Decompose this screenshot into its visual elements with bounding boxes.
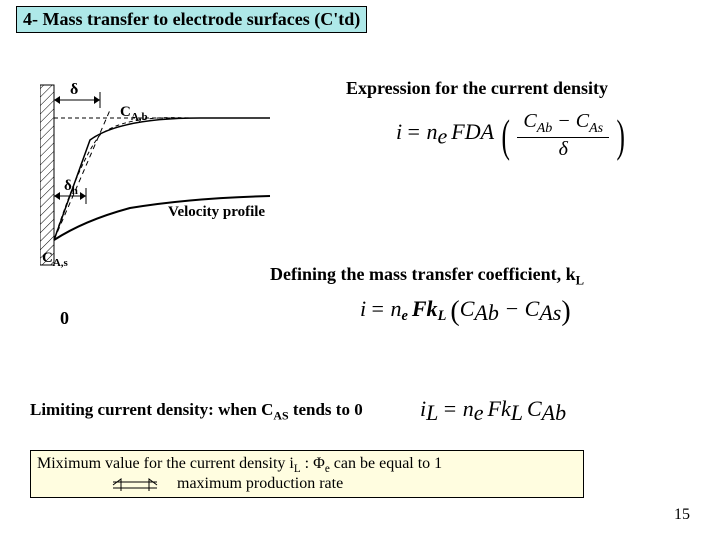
cab-sub: A,b: [131, 111, 148, 123]
limiting-tail: tends to 0: [289, 400, 363, 419]
page-number: 15: [674, 506, 690, 524]
max-l1sub: L: [294, 463, 301, 475]
eq-lhs: i: [396, 119, 402, 144]
rparen: ): [617, 113, 625, 159]
expression-heading: Expression for the current density: [346, 78, 608, 99]
mass-transfer-diagram: δ CA,b δh Velocity profile CA,s: [40, 80, 280, 290]
cab-label: C: [120, 104, 131, 120]
num-minus: − C: [552, 110, 589, 132]
eq3-pre: = n: [442, 396, 473, 421]
eq2-ina-sub: Ab: [474, 300, 498, 325]
deltah-label: δ: [64, 178, 72, 194]
equation-limiting: iL = ne FkL CAb: [420, 396, 566, 426]
lparen: (: [501, 113, 509, 159]
eq-pre: = n: [406, 119, 437, 144]
defining-text: Defining the mass transfer coefficient, …: [270, 264, 576, 284]
svg-text:CA,s: CA,s: [42, 250, 69, 269]
limiting-a: Limiting current density: when C: [30, 400, 273, 419]
equation-current-density: i = ne FDA ( CAb − CAs δ ): [396, 110, 628, 161]
eq2-pre: = n: [370, 296, 401, 321]
eq2-inb-sub: As: [539, 300, 561, 325]
eq3-mid1-sub: L: [511, 400, 523, 425]
eq2-lparen: (: [450, 298, 459, 326]
cas-sub: A,s: [53, 257, 69, 269]
eq-mid: FDA: [451, 119, 494, 144]
den: δ: [517, 138, 609, 161]
defining-heading: Defining the mass transfer coefficient, …: [270, 264, 584, 289]
eq3-pre-sub: e: [474, 400, 484, 425]
eq3-tail-sub: Ab: [542, 400, 566, 425]
eq-pre-sub: e: [437, 123, 447, 148]
eq2-rparen: ): [561, 298, 570, 326]
eq3-lhs-sub: L: [426, 400, 438, 425]
num-b-sub: As: [589, 121, 603, 136]
double-arrow-icon: [107, 478, 163, 492]
deltah-sub: h: [72, 185, 78, 197]
eq2-mid1: Fk: [412, 296, 438, 321]
svg-text:CA,b: CA,b: [120, 104, 148, 123]
num-a-sub: Ab: [537, 121, 553, 136]
max-l1b: : Φ: [301, 455, 325, 472]
max-l1a: Miximum value for the current density i: [37, 455, 294, 472]
eq2-mid1-sub: L: [438, 308, 447, 324]
eq3-mid1: Fk: [488, 396, 511, 421]
defining-sub: L: [576, 274, 584, 288]
eq2-pre-sub: e: [401, 308, 407, 324]
max-l1c: can be equal to 1: [330, 455, 442, 472]
limiting-text: Limiting current density: when CAS tends…: [30, 400, 363, 423]
max-l2: maximum production rate: [177, 475, 343, 492]
section-title: 4- Mass transfer to electrode surfaces (…: [16, 6, 367, 33]
velocity-label: Velocity profile: [168, 204, 265, 220]
eq3-tail: C: [527, 396, 542, 421]
num-a: C: [523, 110, 536, 132]
equation-kl: i = ne FkL (CAb − CAs): [360, 296, 571, 326]
zero-label: 0: [60, 308, 69, 329]
eq2-minus: − C: [499, 296, 540, 321]
delta-label: δ: [70, 81, 78, 98]
eq2-lhs: i: [360, 296, 366, 321]
fraction: CAb − CAs δ: [517, 110, 609, 161]
max-value-note: Miximum value for the current density iL…: [30, 450, 584, 498]
limiting-sub: AS: [273, 408, 288, 422]
max-line2-row: maximum production rate: [37, 475, 577, 493]
max-line1: Miximum value for the current density iL…: [37, 455, 577, 475]
cas-label: C: [42, 250, 53, 266]
eq2-ina: C: [460, 296, 475, 321]
